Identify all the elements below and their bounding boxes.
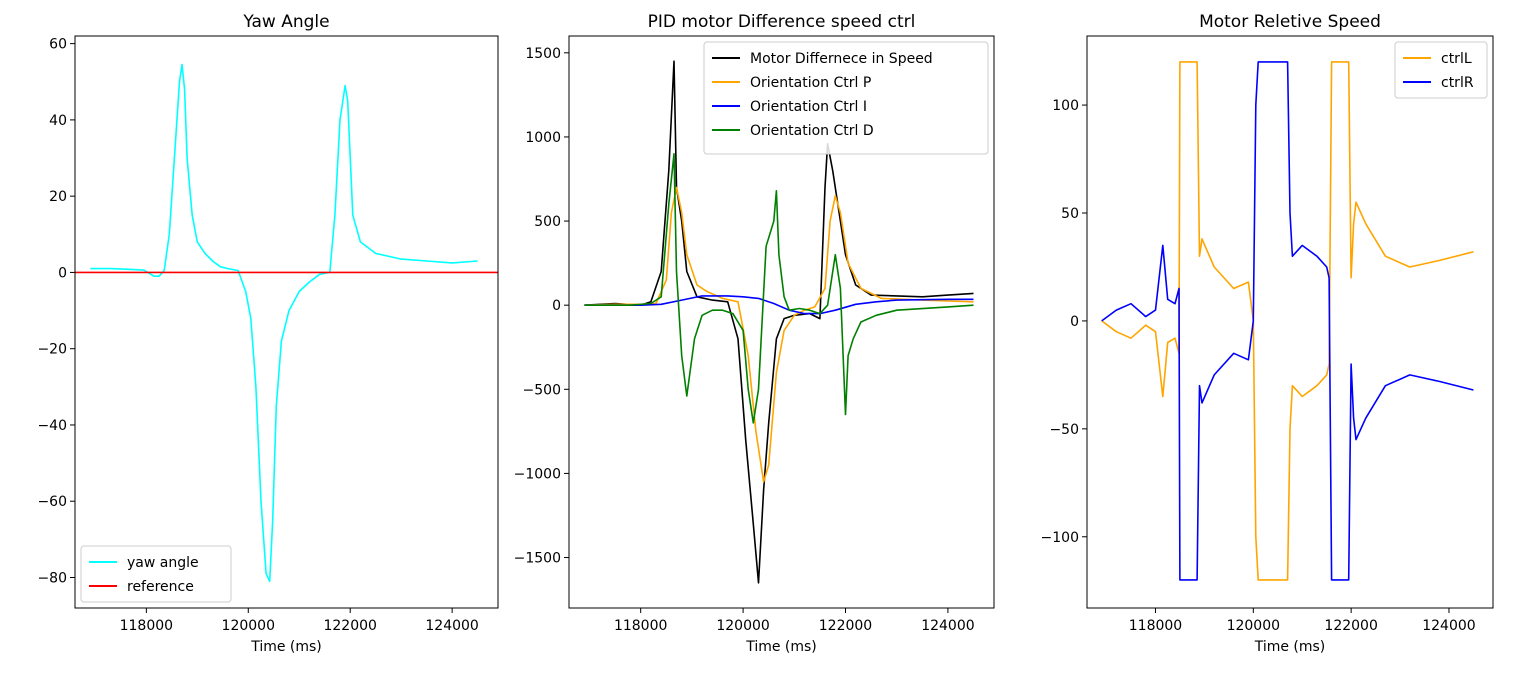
x-tick-label: 120000 bbox=[1227, 618, 1280, 634]
y-tick-label: 0 bbox=[1070, 314, 1079, 330]
y-tick-label: 1000 bbox=[525, 130, 561, 146]
y-tick-label: 100 bbox=[1052, 98, 1079, 114]
y-tick-label: −500 bbox=[523, 382, 561, 398]
legend-label: reference bbox=[127, 579, 194, 595]
legend-label: ctrlL bbox=[1441, 51, 1472, 67]
x-tick-label: 118000 bbox=[1129, 618, 1182, 634]
x-tick-label: 122000 bbox=[323, 618, 376, 634]
legend-label: Orientation Ctrl D bbox=[750, 123, 874, 139]
chart-title: Yaw Angle bbox=[242, 12, 329, 32]
chart-title: Motor Reletive Speed bbox=[1199, 12, 1381, 32]
legend-label: yaw angle bbox=[127, 555, 199, 571]
legend-label: Motor Differnece in Speed bbox=[750, 51, 933, 67]
legend: ctrlL ctrlR bbox=[1394, 41, 1488, 99]
series-line-orientation-ctrl-d bbox=[584, 153, 974, 424]
legend-label: Orientation Ctrl I bbox=[750, 99, 867, 115]
y-tick-label: 500 bbox=[534, 214, 561, 230]
series-line-ctrlr bbox=[1101, 61, 1474, 581]
x-tick-label: 118000 bbox=[120, 618, 173, 634]
chart-panel-1: Yaw Angle 118000 120000 122000 124000 −80 −60 −… bbox=[37, 12, 499, 655]
legend: yaw angle reference bbox=[80, 545, 232, 603]
series-line-ctrll bbox=[1101, 61, 1474, 581]
x-tick-label: 122000 bbox=[819, 618, 872, 634]
axes-frame bbox=[1086, 35, 1494, 609]
y-tick-label: −20 bbox=[37, 342, 67, 358]
legend-label: ctrlR bbox=[1441, 75, 1474, 91]
y-tick-label: 40 bbox=[49, 113, 67, 129]
y-tick-label: −80 bbox=[37, 570, 67, 586]
series-group bbox=[1101, 61, 1474, 581]
y-tick-label: 0 bbox=[552, 298, 561, 314]
chart-title: PID motor Difference speed ctrl bbox=[648, 12, 916, 32]
x-tick-label: 120000 bbox=[716, 618, 769, 634]
y-tick-label: 60 bbox=[49, 37, 67, 53]
x-tick-label: 118000 bbox=[614, 618, 667, 634]
x-tick-label: 124000 bbox=[921, 618, 974, 634]
x-tick-label: 124000 bbox=[1422, 618, 1475, 634]
axes-frame bbox=[74, 35, 499, 609]
legend-box bbox=[1394, 41, 1488, 99]
series-line-yaw-angle bbox=[90, 63, 478, 583]
y-tick-label: −100 bbox=[1041, 530, 1079, 546]
y-tick-label: 0 bbox=[58, 265, 67, 281]
x-tick-label: 124000 bbox=[425, 618, 478, 634]
x-axis-label: Time (ms) bbox=[250, 639, 322, 655]
series-line-orientation-ctrl-p bbox=[584, 186, 974, 483]
x-axis-label: Time (ms) bbox=[1254, 639, 1326, 655]
legend-box bbox=[703, 41, 989, 155]
y-tick-label: 50 bbox=[1061, 206, 1079, 222]
legend-label: Orientation Ctrl P bbox=[750, 75, 871, 91]
chart-panel-3: Motor Reletive Speed 118000 120000 122000 12… bbox=[1041, 12, 1494, 655]
series-group bbox=[584, 60, 974, 584]
x-tick-label: 122000 bbox=[1324, 618, 1377, 634]
y-tick-label: −1000 bbox=[514, 466, 561, 482]
y-tick-label: −1500 bbox=[514, 551, 561, 567]
y-tick-label: −50 bbox=[1049, 422, 1079, 438]
x-tick-label: 120000 bbox=[222, 618, 275, 634]
y-tick-label: 20 bbox=[49, 189, 67, 205]
y-tick-label: −40 bbox=[37, 418, 67, 434]
legend-box bbox=[80, 545, 232, 603]
y-tick-label: 1500 bbox=[525, 46, 561, 62]
legend: Motor Differnece in Speed Orientation Ctr… bbox=[703, 41, 989, 155]
y-tick-label: −60 bbox=[37, 494, 67, 510]
x-axis-label: Time (ms) bbox=[745, 639, 817, 655]
axes-frame bbox=[568, 35, 995, 609]
chart-panel-2: PID motor Difference speed ctrl 118000 120… bbox=[514, 12, 995, 655]
series-group bbox=[75, 63, 498, 583]
